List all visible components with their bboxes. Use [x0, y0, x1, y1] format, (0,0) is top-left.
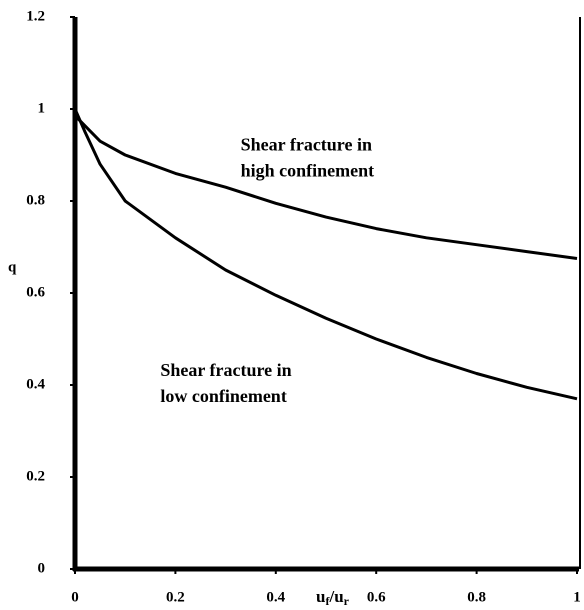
x-tick-label: 0.6 — [367, 589, 386, 605]
x-tick-label: 0.8 — [467, 589, 486, 605]
y-tick-label: 0.2 — [26, 468, 45, 484]
x-tick-label: 0.2 — [166, 589, 185, 605]
x-tick-label: 0 — [71, 589, 79, 605]
annotation: Shear fracture in — [241, 135, 372, 155]
y-tick-label: 0.8 — [26, 192, 45, 208]
x-label-part: f — [325, 594, 330, 608]
annotation: Shear fracture in — [160, 360, 291, 380]
y-tick-label: 0 — [38, 560, 46, 576]
y-tick-label: 0.6 — [26, 284, 45, 300]
x-label-part: r — [344, 594, 350, 608]
y-axis-label: q — [8, 259, 17, 275]
x-axis-label: uf/ur — [316, 587, 350, 608]
line — [73, 108, 578, 401]
y-tick-label: 1 — [38, 100, 46, 116]
x-tick-label: 1 — [573, 589, 581, 605]
x-label-part: /u — [328, 587, 343, 606]
annotation: high confinement — [241, 161, 375, 181]
annotation: low confinement — [160, 386, 286, 406]
x-label-part: u — [316, 587, 325, 606]
y-tick-label: 0.4 — [26, 376, 45, 392]
y-tick-label: 1.2 — [26, 8, 45, 24]
line — [73, 108, 578, 260]
x-tick-label: 0.4 — [266, 589, 285, 605]
